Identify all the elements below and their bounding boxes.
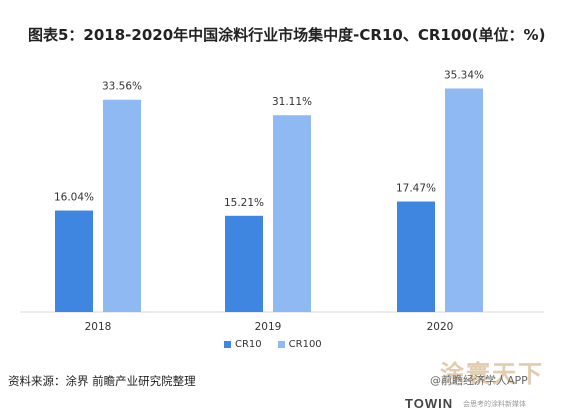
x-tick-label-2018: 2018 — [85, 321, 112, 333]
legend-label-cr10: CR10 — [235, 339, 262, 350]
towin-tagline: 会思考的涂料新媒体 — [463, 400, 526, 408]
chart-title: 图表5：2018-2020年中国涂料行业市场集中度-CR10、CR100(单位：… — [28, 26, 546, 44]
legend-swatch-cr10 — [224, 341, 231, 348]
data-label-cr10-2018: 16.04% — [54, 192, 94, 204]
legend-label-cr100: CR100 — [288, 339, 322, 350]
legend-swatch-cr100 — [277, 341, 285, 348]
data-label-cr100-2020: 35.34% — [444, 69, 484, 81]
bar-cr10-2019 — [225, 215, 263, 312]
chart-legend: CR10 CR100 — [224, 339, 322, 350]
brand-account: @前瞻经济学人APP — [430, 374, 528, 387]
bar-cr100-2018 — [103, 99, 141, 312]
x-tick-label-2019: 2019 — [255, 321, 282, 333]
bar-cr100-2020 — [445, 88, 483, 312]
data-label-cr100-2019: 31.11% — [272, 96, 312, 108]
data-label-cr100-2018: 33.56% — [102, 81, 142, 93]
data-label-cr10-2020: 17.47% — [396, 183, 436, 195]
x-tick-label-2020: 2020 — [427, 321, 454, 333]
data-label-cr10-2019: 15.21% — [224, 197, 264, 209]
source-note: 资料来源：涂界 前瞻产业研究院整理 — [8, 374, 196, 388]
towin-logo: TOWIN — [405, 396, 454, 411]
legend-item-cr10: CR10 — [224, 339, 262, 350]
bar-cr100-2019 — [273, 115, 311, 312]
bar-cr10-2018 — [55, 210, 93, 312]
bar-cr10-2020 — [397, 201, 435, 312]
legend-item-cr100: CR100 — [277, 339, 322, 350]
brand-logo: 涂寰天下 — [440, 359, 544, 388]
